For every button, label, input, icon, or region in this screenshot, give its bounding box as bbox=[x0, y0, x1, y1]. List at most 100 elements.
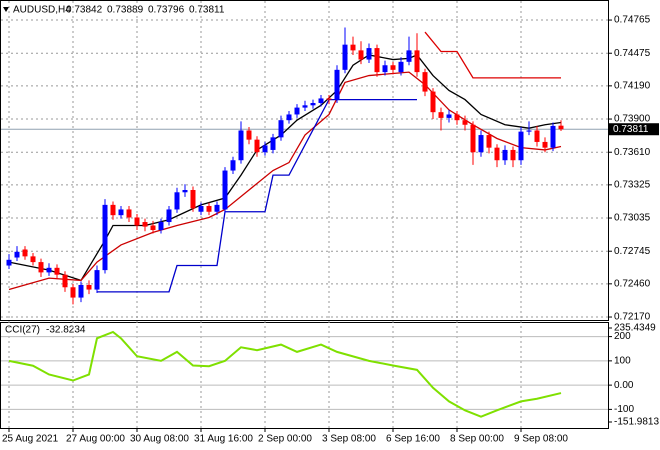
candle-body bbox=[190, 189, 196, 209]
candle-body bbox=[198, 206, 204, 212]
candle-body bbox=[446, 114, 452, 118]
x-tick-label: 6 Sep 16:00 bbox=[386, 434, 440, 445]
candle-body bbox=[502, 149, 508, 161]
x-tick-label: 2 Sep 00:00 bbox=[258, 434, 312, 445]
candle-body bbox=[382, 65, 388, 73]
candle-body bbox=[286, 114, 292, 121]
y-tick-label: 0.72170 bbox=[614, 312, 651, 323]
y-tick-label: 0.73900 bbox=[614, 114, 651, 125]
candle-body bbox=[366, 48, 372, 60]
y-tick-label: 0.73325 bbox=[614, 179, 651, 190]
candle-body bbox=[126, 209, 132, 218]
candle-body bbox=[278, 120, 284, 138]
candle-body bbox=[454, 114, 460, 121]
x-tick-label: 3 Sep 08:00 bbox=[322, 434, 376, 445]
candle-body bbox=[206, 206, 212, 212]
y-tick-label: 0.74765 bbox=[614, 15, 651, 26]
candle-body bbox=[78, 284, 84, 298]
candle-body bbox=[134, 217, 140, 226]
x-tick-label: 9 Sep 08:00 bbox=[514, 434, 568, 445]
y-tick-label: 100 bbox=[614, 356, 631, 367]
x-tick-label: 25 Aug 2021 bbox=[2, 434, 59, 445]
candle-body bbox=[390, 65, 396, 70]
y-tick-label: -100 bbox=[614, 404, 634, 415]
candle-body bbox=[478, 135, 484, 153]
candle-body bbox=[358, 50, 364, 60]
x-tick-label: 30 Aug 08:00 bbox=[130, 434, 189, 445]
x-tick-label: 27 Aug 00:00 bbox=[66, 434, 125, 445]
candle-body bbox=[270, 137, 276, 150]
candle-body bbox=[302, 105, 308, 108]
cci-title: CCI(27) bbox=[5, 325, 40, 336]
candle-body bbox=[6, 259, 12, 266]
candle-body bbox=[534, 130, 540, 142]
candle-body bbox=[342, 44, 348, 70]
candle-body bbox=[494, 147, 500, 161]
candle-body bbox=[110, 204, 116, 216]
candle-body bbox=[230, 160, 236, 171]
candle-body bbox=[294, 107, 300, 115]
candle-body bbox=[254, 139, 260, 153]
candle-body bbox=[30, 256, 36, 263]
candle-body bbox=[86, 284, 92, 290]
candle-body bbox=[558, 125, 564, 130]
cci-value: -32.8234 bbox=[46, 325, 86, 336]
y-tick-label: 0.74475 bbox=[614, 48, 651, 59]
candle-body bbox=[158, 222, 164, 231]
ohlc-close: 0.73811 bbox=[189, 5, 225, 16]
candle-body bbox=[38, 262, 44, 273]
candle-body bbox=[14, 251, 20, 258]
indicator-line bbox=[97, 98, 417, 293]
candle-body bbox=[94, 270, 100, 290]
candle-body bbox=[462, 120, 468, 125]
candle-body bbox=[398, 61, 404, 73]
candle-body bbox=[326, 98, 332, 100]
candle-body bbox=[142, 222, 148, 227]
candle-body bbox=[374, 48, 380, 73]
candle-body bbox=[486, 135, 492, 148]
x-tick-label: 8 Sep 00:00 bbox=[450, 434, 504, 445]
candle-body bbox=[518, 131, 524, 161]
candle-body bbox=[22, 249, 28, 257]
menu-icon[interactable] bbox=[3, 7, 9, 12]
candle-body bbox=[246, 130, 252, 140]
current-price-label: 0.73811 bbox=[613, 124, 649, 135]
candle-body bbox=[222, 170, 228, 210]
candle-body bbox=[406, 50, 412, 62]
candle-body bbox=[542, 141, 548, 148]
y-tick-label: 200 bbox=[614, 331, 631, 342]
candle-body bbox=[550, 125, 556, 148]
candle-body bbox=[422, 72, 428, 92]
candle-body bbox=[62, 274, 68, 288]
candle-body bbox=[118, 209, 124, 216]
candle-body bbox=[102, 204, 108, 271]
x-tick-label: 31 Aug 16:00 bbox=[194, 434, 253, 445]
candle-body bbox=[238, 130, 244, 161]
candle-body bbox=[350, 44, 356, 51]
candle-body bbox=[526, 130, 532, 132]
y-tick-label: 0.72745 bbox=[614, 246, 651, 257]
cci-line bbox=[8, 330, 562, 418]
y-tick-label: 0.73035 bbox=[614, 213, 651, 224]
y-tick-label: 0.74190 bbox=[614, 80, 651, 91]
y-tick-label: 0.73610 bbox=[614, 147, 651, 158]
candle-body bbox=[182, 189, 188, 193]
candle-body bbox=[318, 98, 324, 104]
current-price-box bbox=[609, 123, 659, 136]
candle-body bbox=[438, 112, 444, 118]
candle-body bbox=[150, 225, 156, 231]
candle-body bbox=[414, 50, 420, 73]
candle-body bbox=[54, 267, 60, 275]
cci-pane bbox=[0, 322, 609, 429]
candle-body bbox=[46, 267, 52, 273]
y-tick-label: 0.00 bbox=[614, 380, 634, 391]
ohlc-open: 0.73842 bbox=[66, 5, 103, 16]
candle-body bbox=[70, 287, 76, 298]
indicator-line bbox=[8, 71, 562, 291]
candle-body bbox=[510, 149, 516, 161]
y-tick-label: 0.72460 bbox=[614, 278, 651, 289]
candle-body bbox=[174, 192, 180, 210]
